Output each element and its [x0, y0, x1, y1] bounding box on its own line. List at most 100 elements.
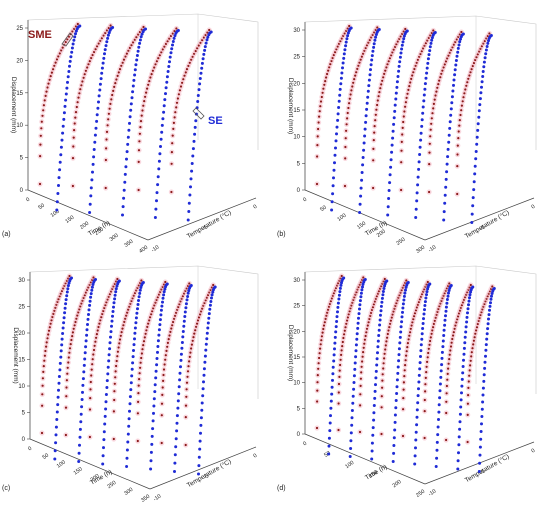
y-tick-label: 15 — [293, 355, 300, 361]
se-point — [456, 46, 460, 50]
sme-point — [76, 101, 79, 104]
sme-point — [470, 355, 473, 358]
se-point — [399, 325, 403, 329]
se-point — [391, 460, 395, 463]
se-point — [71, 42, 75, 46]
se-point — [337, 297, 341, 301]
se-point — [103, 422, 107, 426]
z-axis-label: Temperature (°C) — [463, 208, 510, 240]
se-point — [101, 454, 105, 458]
se-point — [401, 306, 405, 310]
sme-point — [376, 26, 379, 29]
se-point — [377, 334, 381, 337]
sme-point — [450, 341, 453, 344]
sme-point — [96, 329, 99, 332]
se-point — [484, 354, 487, 358]
se-point — [176, 399, 180, 403]
sme-point — [65, 395, 68, 398]
se-point — [348, 455, 352, 458]
se-point — [58, 361, 62, 365]
sme-point — [348, 102, 351, 105]
se-point — [137, 295, 141, 299]
se-point — [88, 303, 92, 307]
sme-point — [383, 277, 386, 281]
se-point — [63, 104, 67, 108]
se-point — [78, 435, 82, 439]
se-point — [398, 335, 402, 339]
se-point — [188, 286, 191, 290]
sme-point — [436, 86, 439, 89]
se-point — [139, 286, 143, 289]
sme-point — [437, 83, 440, 86]
sme-point — [92, 348, 96, 352]
se-point — [208, 307, 212, 311]
panel-label: (a) — [2, 231, 11, 238]
se-point — [88, 211, 92, 214]
sme-point — [339, 363, 342, 367]
se-point — [53, 457, 57, 461]
sme-point — [356, 67, 359, 70]
sme-point — [425, 371, 428, 374]
sme-point — [167, 338, 170, 341]
sme-point — [361, 360, 364, 363]
se-point — [208, 303, 212, 307]
se-point — [490, 292, 494, 295]
se-point — [335, 132, 338, 136]
se-point — [478, 103, 482, 107]
se-point — [57, 375, 61, 378]
se-point — [457, 435, 461, 439]
se-point — [91, 170, 94, 174]
se-point — [402, 37, 406, 41]
se-point — [394, 97, 398, 101]
se-point — [163, 287, 167, 291]
z-tick-label: -5 — [202, 224, 209, 232]
sme-point — [475, 326, 479, 329]
se-point — [392, 436, 396, 440]
sme-point — [185, 68, 189, 71]
se-point — [74, 32, 77, 36]
se-point — [481, 75, 485, 78]
se-point — [198, 439, 202, 443]
se-point — [415, 199, 419, 203]
sme-point — [472, 339, 475, 342]
se-point — [428, 45, 432, 49]
sme-point — [345, 322, 348, 325]
sme-point — [315, 182, 319, 186]
se-point — [96, 106, 100, 110]
se-point — [481, 386, 485, 390]
se-point — [327, 436, 331, 440]
se-point — [491, 289, 495, 293]
x-tick-label: 200 — [79, 221, 90, 231]
se-point — [403, 32, 407, 36]
se-point — [190, 162, 194, 165]
sme-point — [384, 344, 387, 347]
se-point — [459, 398, 463, 402]
se-point — [54, 441, 58, 445]
se-point — [459, 35, 463, 39]
se-point — [158, 318, 162, 322]
se-point — [377, 328, 381, 332]
se-point — [334, 146, 337, 150]
se-point — [416, 175, 420, 179]
sme-point — [50, 71, 54, 74]
se-point — [86, 317, 90, 321]
se-point — [480, 407, 484, 411]
se-point — [135, 54, 139, 57]
se-point — [181, 330, 185, 333]
se-point — [422, 99, 426, 103]
sme-point — [143, 100, 146, 103]
se-point — [65, 290, 69, 294]
se-point — [489, 297, 493, 301]
sme-point — [39, 155, 42, 158]
se-point — [402, 294, 406, 298]
se-point — [68, 279, 72, 283]
y-tick-label: 25 — [16, 26, 23, 32]
se-point — [481, 393, 485, 397]
sme-point — [97, 325, 100, 329]
se-point — [453, 73, 457, 77]
se-point — [451, 89, 455, 93]
sme-point — [323, 83, 326, 86]
sme-point — [445, 411, 448, 415]
se-point — [383, 284, 387, 288]
se-point — [362, 280, 366, 284]
